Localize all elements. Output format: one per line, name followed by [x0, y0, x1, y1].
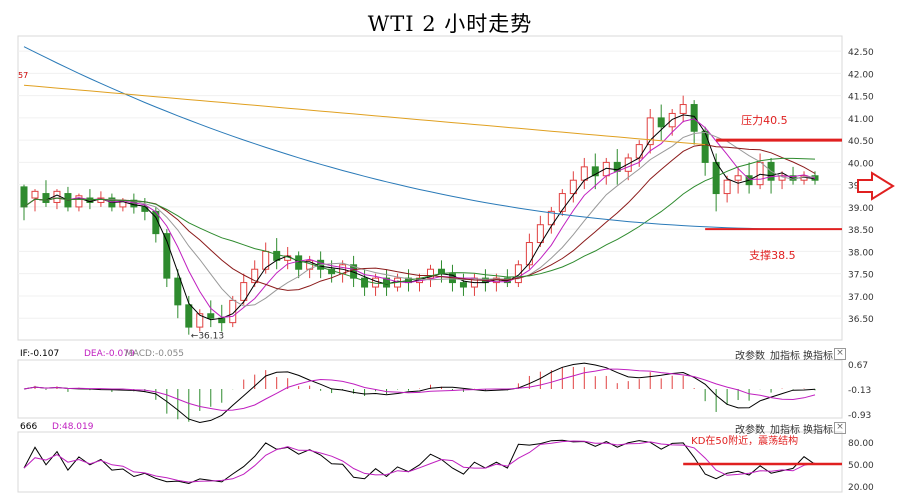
low-price-label: ←36.13 — [191, 332, 224, 342]
kd-k-label: 666 — [20, 422, 38, 432]
support-label: 支撑38.5 — [749, 248, 796, 262]
kd-panel-frame — [17, 431, 843, 493]
candle-body — [547, 210, 555, 226]
kd-y-tick-label: 80.00 — [848, 439, 874, 449]
macd-dif-label: IF:-0.107 — [20, 349, 60, 359]
moving-average-line — [23, 46, 815, 230]
macd-dea-line — [23, 368, 816, 411]
macd-close-icon[interactable]: × — [834, 348, 846, 360]
candle-body — [185, 304, 193, 328]
candle-body — [525, 242, 533, 266]
candle-body — [514, 264, 522, 284]
macd-y-tick-label: -0.13 — [848, 386, 871, 396]
y-tick-label: 38.00 — [848, 248, 874, 258]
macd-panel-frame — [17, 359, 843, 419]
candle-body — [624, 157, 632, 172]
candle-body — [141, 206, 149, 212]
chart-title: WTI 2 小时走势 — [367, 12, 533, 36]
macd-add-indicator-button[interactable]: 加指标 — [770, 351, 800, 362]
candle-body — [690, 104, 698, 132]
candle-body — [569, 179, 577, 195]
y-tick-label: 42.00 — [848, 70, 874, 80]
macd-switch-indicator-button[interactable]: 换指标 — [803, 351, 833, 362]
macd-y-tick-label: -0.93 — [848, 411, 871, 421]
y-tick-label: 38.50 — [848, 226, 874, 236]
candle-body — [53, 190, 61, 203]
candle-body — [207, 313, 215, 319]
y-tick-label: 41.50 — [848, 93, 874, 103]
candle-body — [657, 117, 665, 128]
candle-body — [295, 255, 303, 270]
kd-add-indicator-button[interactable]: 加指标 — [770, 425, 800, 436]
candle-body — [75, 195, 83, 208]
kd-y-tick-label: 20.00 — [848, 483, 874, 493]
y-tick-label: 42.50 — [848, 48, 874, 58]
edge-label: 57 — [18, 71, 28, 80]
kd-y-tick-label: 50.00 — [848, 461, 874, 471]
moving-average-line — [23, 84, 706, 146]
moving-average-line — [23, 118, 816, 318]
candle-body — [756, 161, 764, 186]
candle-body — [426, 268, 434, 279]
y-tick-label: 37.50 — [848, 271, 874, 281]
macd-change-params-button[interactable]: 改参数 — [735, 351, 765, 362]
candle-body — [646, 117, 654, 146]
candle-body — [240, 282, 248, 301]
moving-average-line — [23, 144, 816, 291]
kd-change-params-button[interactable]: 改参数 — [735, 425, 765, 436]
candle-body — [42, 193, 50, 203]
y-tick-label: 36.50 — [848, 315, 874, 325]
candle-body — [580, 166, 588, 181]
moving-average-line — [23, 131, 815, 307]
candle-body — [635, 144, 643, 159]
moving-average-line — [23, 157, 816, 285]
candle-body — [734, 175, 742, 181]
candle-body — [536, 224, 544, 244]
candle-body — [361, 277, 369, 288]
macd-dea-label: DEA:-0.079 — [84, 349, 135, 359]
candle-body — [383, 277, 391, 288]
y-tick-label: 40.50 — [848, 137, 874, 147]
candle-body — [558, 193, 566, 212]
candle-body — [591, 166, 599, 177]
kd-k-line — [23, 439, 816, 485]
y-tick-label: 39.00 — [848, 204, 874, 214]
macd-dif-line — [23, 362, 816, 424]
candle-body — [174, 277, 182, 306]
candle-body — [723, 179, 731, 195]
kd-switch-indicator-button[interactable]: 换指标 — [803, 425, 833, 436]
candle-body — [701, 130, 709, 163]
candle-body — [668, 112, 676, 128]
candle-body — [679, 104, 687, 114]
kd-d-line — [23, 440, 816, 483]
candle-body — [163, 233, 171, 279]
candle-body — [20, 186, 28, 208]
kd-d-label: D:48.019 — [52, 422, 94, 432]
main-panel-frame — [17, 35, 843, 341]
y-tick-label: 40.00 — [848, 159, 874, 169]
y-tick-label: 37.00 — [848, 293, 874, 303]
candle-body — [31, 190, 39, 199]
y-tick-label: 41.00 — [848, 115, 874, 125]
macd-y-tick-label: 0.67 — [848, 361, 868, 371]
kd-annotation: KD在50附近，震荡结构 — [691, 434, 798, 447]
candle-body — [459, 282, 467, 288]
macd-value-label: MACD:-0.055 — [125, 349, 185, 359]
candle-body — [251, 268, 259, 284]
candle-body — [196, 313, 204, 328]
direction-arrow-icon — [857, 171, 895, 201]
kd-close-icon[interactable]: × — [834, 422, 846, 434]
candle-body — [712, 161, 720, 195]
resistance-label: 压力40.5 — [741, 114, 788, 127]
